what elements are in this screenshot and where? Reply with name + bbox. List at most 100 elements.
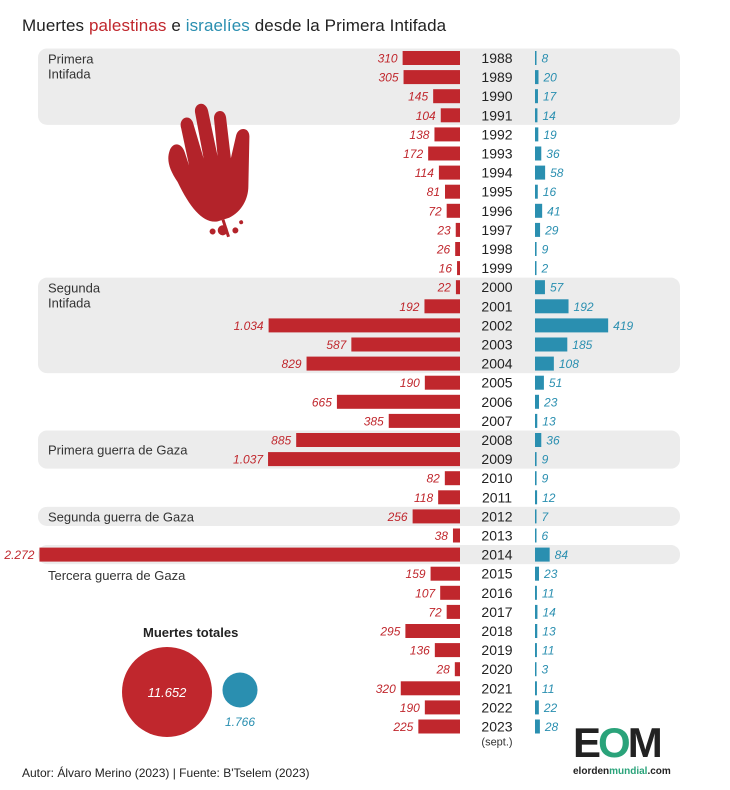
- year-label: 1992: [481, 126, 512, 142]
- palestinian-value-label: 107: [415, 586, 436, 600]
- period-band: [38, 48, 680, 125]
- palestinian-bar: [428, 146, 460, 161]
- israeli-bar: [535, 624, 538, 638]
- israeli-bar: [535, 280, 545, 295]
- palestinian-value-label: 159: [406, 567, 426, 581]
- year-label: 2004: [481, 356, 512, 372]
- palestinian-value-label: 320: [376, 682, 396, 696]
- israeli-value-label: 14: [542, 109, 556, 123]
- israeli-bar: [535, 146, 542, 161]
- year-label: 2018: [481, 623, 512, 639]
- palestinian-value-label: 145: [408, 90, 428, 104]
- palestinian-bar: [39, 547, 461, 562]
- palestinian-bar: [444, 471, 460, 486]
- palestinian-bar: [402, 51, 460, 65]
- israeli-bar: [535, 184, 538, 199]
- period-label: Primera: [48, 51, 94, 66]
- totals-bubbles: 11.652 1.766: [122, 647, 258, 737]
- palestinian-bar: [455, 222, 460, 237]
- israeli-bar: [535, 719, 540, 734]
- year-label: 2013: [481, 528, 512, 544]
- israeli-bar: [535, 337, 568, 352]
- palestinian-bar: [388, 413, 460, 428]
- palestinian-bar: [412, 509, 460, 524]
- period-label: Intifada: [48, 296, 91, 311]
- israeli-value-label: 17: [543, 90, 558, 104]
- palestinian-bar: [438, 490, 460, 505]
- year-label: 1991: [481, 107, 512, 123]
- israeli-value-label: 3: [542, 663, 549, 677]
- israeli-bar: [535, 604, 538, 619]
- year-label: 1990: [481, 88, 512, 104]
- palestinian-value-label: 1.037: [233, 453, 264, 467]
- israeli-bar: [535, 490, 538, 505]
- year-label: 2011: [482, 489, 512, 505]
- palestinian-value-label: 138: [409, 128, 429, 142]
- palestinian-value-label: 1.034: [234, 319, 264, 333]
- palestinian-total-bubble: [122, 647, 212, 737]
- palestinian-value-label: 2.272: [3, 548, 34, 562]
- logo-url: elordenmundial.com: [573, 766, 671, 777]
- year-label: 2000: [481, 279, 512, 295]
- year-label: 2001: [481, 298, 512, 314]
- year-label: 2009: [481, 451, 512, 467]
- israeli-total-label: 1.766: [225, 715, 255, 729]
- palestinian-bar: [418, 719, 460, 734]
- palestinian-value-label: 26: [436, 243, 451, 257]
- bloody-hand-icon: [168, 103, 250, 238]
- palestinian-value-label: 104: [416, 109, 436, 123]
- israeli-value-label: 28: [544, 720, 559, 734]
- israeli-value-label: 58: [550, 166, 564, 180]
- year-label: 1989: [481, 69, 512, 85]
- period-band: [38, 430, 680, 469]
- israeli-bar: [535, 681, 537, 696]
- israeli-bar: [535, 643, 537, 658]
- title-palestinian-word: palestinas: [88, 16, 167, 35]
- israeli-value-label: 84: [555, 548, 569, 562]
- palestinian-bar: [424, 299, 460, 314]
- palestinian-bar: [434, 127, 460, 142]
- palestinian-value-label: 190: [400, 701, 420, 715]
- israeli-bar: [535, 433, 542, 447]
- palestinian-bar: [440, 585, 460, 600]
- palestinian-value-label: 305: [379, 71, 399, 85]
- israeli-bar: [535, 452, 537, 467]
- source-footer: Autor: Álvaro Merino (2023) | Fuente: B'…: [22, 766, 310, 780]
- palestinian-bar: [400, 681, 460, 696]
- year-label: 2021: [481, 680, 512, 696]
- israeli-value-label: 16: [543, 185, 557, 199]
- year-label: 2016: [481, 585, 512, 601]
- israeli-value-label: 41: [547, 204, 560, 218]
- year-label: 2022: [481, 699, 512, 715]
- palestinian-bar: [336, 394, 460, 409]
- palestinian-bar: [455, 280, 460, 295]
- title-israeli-word: israelíes: [185, 16, 250, 35]
- palestinian-value-label: 192: [399, 300, 419, 314]
- israeli-bar: [535, 700, 539, 715]
- israeli-bar: [535, 471, 537, 486]
- israeli-value-label: 108: [559, 357, 579, 371]
- year-label: 2005: [481, 375, 512, 391]
- palestinian-value-label: 385: [364, 414, 384, 428]
- palestinian-bar: [452, 528, 460, 543]
- palestinian-bar: [438, 165, 460, 180]
- israeli-total-bubble: [222, 672, 258, 708]
- palestinian-bar: [445, 184, 460, 199]
- israeli-value-label: 20: [542, 71, 557, 85]
- period-label: Segunda: [48, 281, 101, 296]
- israeli-bar: [535, 547, 550, 562]
- palestinian-value-label: 829: [282, 357, 302, 371]
- israeli-value-label: 2: [541, 262, 549, 276]
- palestinian-value-label: 118: [414, 491, 433, 505]
- year-label: 2008: [481, 432, 512, 448]
- israeli-bar: [535, 318, 609, 333]
- palestinian-value-label: 23: [436, 223, 451, 237]
- israeli-bar: [535, 127, 539, 142]
- israeli-value-label: 192: [574, 300, 594, 314]
- palestinian-value-label: 28: [435, 663, 450, 677]
- israeli-value-label: 8: [542, 52, 549, 66]
- israeli-value-label: 23: [543, 395, 558, 409]
- israeli-value-label: 9: [542, 243, 549, 257]
- israeli-bar: [535, 70, 539, 85]
